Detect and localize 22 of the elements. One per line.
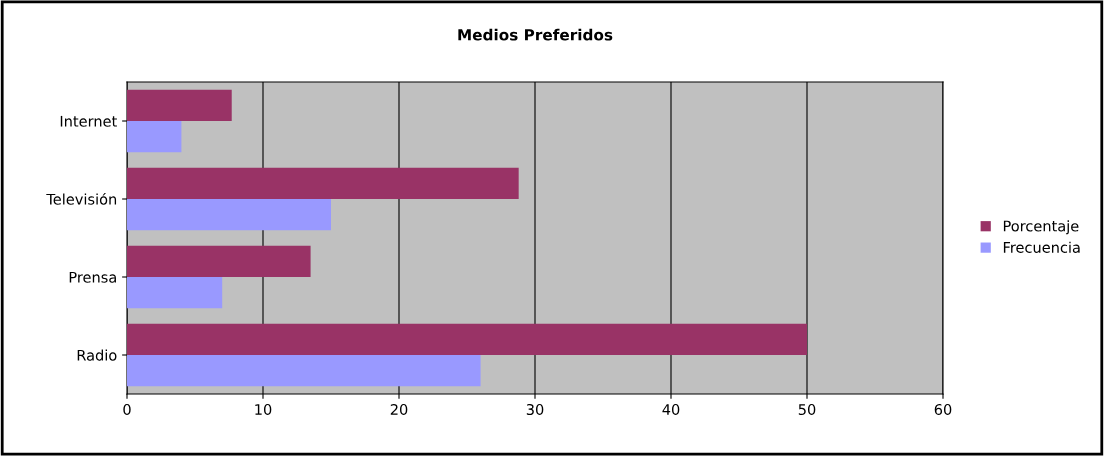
x-tick-label: 60 xyxy=(934,403,952,416)
bar xyxy=(127,277,223,309)
y-tick-label: Prensa xyxy=(69,271,116,283)
y-tick-label: Internet xyxy=(60,115,117,127)
bar xyxy=(127,355,481,387)
x-tick-label: 40 xyxy=(662,403,680,416)
legend-label: Frecuencia xyxy=(1003,241,1080,253)
bar xyxy=(127,199,331,231)
bar xyxy=(127,121,182,153)
x-tick-label: 0 xyxy=(123,403,131,416)
legend-label: Porcentaje xyxy=(1003,220,1079,235)
x-tick-label: 20 xyxy=(390,403,408,416)
y-tick-label: Televisión xyxy=(46,192,117,205)
bar xyxy=(127,245,311,277)
bar xyxy=(127,167,519,199)
x-tick-label: 10 xyxy=(255,403,272,416)
bar xyxy=(127,323,807,355)
x-tick-label: 30 xyxy=(526,403,544,416)
x-tick-label: 50 xyxy=(798,403,816,416)
y-tick-label: Radio xyxy=(77,349,117,361)
chart-title: Medios Preferidos xyxy=(458,28,613,41)
bar xyxy=(127,89,232,121)
